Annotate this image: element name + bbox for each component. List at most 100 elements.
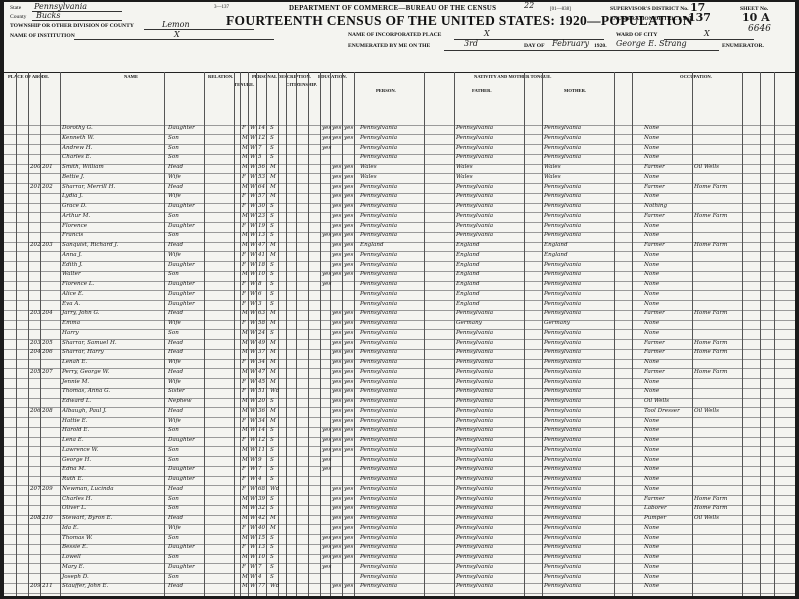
grid-row-line: [4, 231, 795, 233]
cell-school: yes: [322, 437, 332, 443]
cell-sex: F: [242, 261, 246, 268]
sheet-value: 10 A: [742, 11, 770, 24]
form-number: [01—838]: [550, 7, 571, 12]
cell-ms: S: [270, 534, 274, 541]
cell-rel: Daughter: [168, 466, 195, 473]
grid-col-line: [286, 72, 287, 596]
incorporated-value: X: [484, 29, 490, 38]
cell-birth: Pennsylvania: [360, 251, 398, 258]
cell-ms: S: [270, 271, 274, 278]
grid-row-line: [4, 417, 795, 418]
cell-mother: Germany: [544, 320, 570, 326]
cell-trade: None: [644, 300, 660, 307]
grid-col-line: [256, 72, 257, 596]
grid-col-line: [524, 72, 525, 596]
cell-mother: Pennsylvania: [544, 583, 582, 590]
cell-father: England: [456, 281, 480, 287]
cell-age: 58: [258, 320, 266, 326]
cell-race: W: [250, 437, 256, 443]
col-person: PERSON.: [376, 88, 396, 93]
cell-ms: M: [270, 173, 276, 180]
cell-father: Pennsylvania: [456, 456, 494, 463]
cell-name: Sanquist, Richard J.: [62, 242, 119, 248]
cell-rel: Daughter: [168, 476, 195, 482]
cell-age: 18: [258, 261, 266, 268]
cell-write: yes: [344, 339, 354, 346]
cell-fam: 210: [42, 515, 53, 521]
cell-sex: M: [242, 154, 248, 161]
cell-sex: M: [242, 505, 248, 512]
cell-father: Pennsylvania: [456, 329, 494, 336]
enumerated-month: February: [552, 39, 590, 48]
cell-rel: Head: [168, 183, 184, 190]
col-occupation: OCCUPATION.: [680, 74, 712, 79]
table-row: Charles E. Son M W 5 S Pennsylvania Pennsylvani…: [4, 154, 795, 161]
cell-age: 51: [258, 388, 266, 395]
grid-row-line: [4, 397, 795, 399]
grid-col-line: [742, 72, 743, 596]
cell-rel: Son: [168, 212, 179, 219]
cell-trade: Farmer: [644, 495, 665, 502]
cell-ms: S: [270, 573, 274, 580]
grid-col-line: [774, 72, 775, 596]
cell-ms: S: [270, 554, 274, 560]
cell-ms: M: [270, 407, 276, 414]
cell-race: W: [250, 320, 256, 326]
cell-mother: Pennsylvania: [544, 515, 582, 521]
cell-trade: Pumper: [644, 515, 667, 521]
corner-number: 6646: [748, 24, 771, 34]
cell-sex: M: [242, 456, 248, 463]
cell-dwell: 207: [30, 485, 41, 492]
cell-mother: Pennsylvania: [544, 437, 582, 443]
cell-ms: S: [270, 134, 274, 141]
cell-ms: M: [270, 417, 276, 424]
cell-age: 64: [258, 183, 266, 190]
grid-col-line: [454, 72, 455, 596]
cell-ms: S: [270, 300, 274, 307]
cell-rel: Daughter: [168, 125, 195, 131]
cell-read: yes: [332, 368, 342, 375]
cell-rel: Nephew: [168, 398, 192, 404]
cell-mother: Pennsylvania: [544, 290, 582, 297]
cell-read: yes: [332, 398, 342, 404]
sheet-label: SHEET No.: [740, 6, 769, 12]
cell-age: 34: [258, 417, 266, 424]
cell-father: Pennsylvania: [456, 134, 494, 141]
cell-sex: M: [242, 144, 248, 151]
cell-read: yes: [332, 349, 342, 356]
cell-name: Oliver L.: [62, 505, 87, 512]
cell-school: yes: [322, 534, 332, 541]
cell-birth: Wales: [360, 173, 377, 180]
cell-birth: Pennsylvania: [360, 329, 398, 336]
col-personal-description: PERSONAL DESCRIPTION.: [252, 74, 311, 79]
cell-rel: Wife: [168, 173, 181, 180]
grid-col-line: [240, 72, 241, 596]
grid-row-line: [4, 192, 795, 194]
cell-age: 9: [258, 456, 262, 463]
cell-rel: Son: [168, 456, 179, 463]
cell-trade: None: [644, 583, 660, 590]
cell-sex: M: [242, 398, 248, 404]
cell-sex: M: [242, 407, 248, 414]
cell-sex: M: [242, 242, 248, 248]
grid-row-line: [4, 456, 795, 457]
cell-father: Pennsylvania: [456, 222, 494, 229]
state-rule: [32, 11, 122, 12]
cell-rel: Son: [168, 154, 179, 161]
cell-ind: Oil Wells: [694, 515, 719, 521]
cell-school: yes: [322, 271, 332, 278]
cell-rel: Head: [168, 407, 184, 414]
cell-birth: Pennsylvania: [360, 349, 398, 356]
grid-row-line: [4, 407, 795, 409]
cell-fam: 208: [42, 407, 53, 414]
cell-mother: Pennsylvania: [544, 349, 582, 356]
cell-rel: Son: [168, 446, 179, 453]
township-rule: [144, 29, 254, 30]
cell-age: 12: [258, 134, 266, 141]
cell-sex: M: [242, 134, 248, 141]
cell-dwell: 208: [30, 515, 41, 521]
